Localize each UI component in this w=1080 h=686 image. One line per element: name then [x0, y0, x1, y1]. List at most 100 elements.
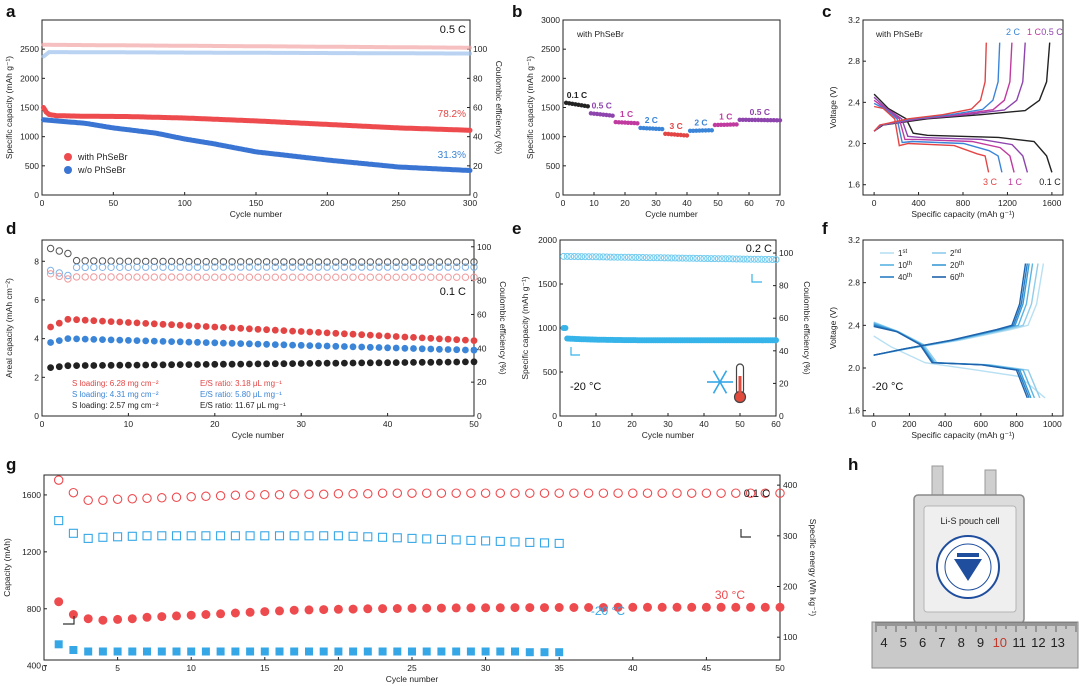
y2-tick-label: 0	[779, 411, 784, 421]
ce-point	[167, 273, 176, 281]
capacity-point-30c	[54, 597, 64, 607]
ce-point	[150, 257, 159, 266]
energy-point-minus20c	[245, 531, 255, 541]
energy-point-minus20c	[171, 531, 182, 541]
energy-point-30c	[407, 488, 417, 498]
ce-point	[444, 273, 452, 281]
capacity-point	[150, 320, 158, 328]
ce-point	[621, 253, 629, 261]
ce-point	[711, 255, 719, 263]
x-tick-label: 200	[320, 198, 334, 208]
panel-label: f	[822, 219, 828, 238]
capacity-point-30c	[378, 604, 388, 614]
snowflake-arm	[719, 381, 728, 394]
ce-point	[603, 253, 611, 261]
capacity-point	[392, 333, 400, 340]
ce-point	[280, 273, 288, 281]
temperature-label: -20 °C	[570, 381, 601, 393]
y2-tick-label: 0	[477, 411, 482, 421]
ce-point	[599, 253, 607, 261]
ce-point	[107, 263, 115, 271]
y-tick-label: 1200	[22, 547, 41, 557]
capacity-point	[116, 361, 124, 369]
capacity-point	[150, 361, 158, 369]
y-tick-label: 800	[27, 604, 41, 614]
ce-point	[383, 258, 392, 266]
y-tick-label: 2.4	[848, 320, 860, 330]
capacity-point	[375, 359, 383, 367]
ce-point	[563, 252, 571, 260]
y2-tick-label: 60	[473, 103, 483, 113]
capacity-point-minus20c	[496, 647, 505, 656]
energy-point-minus20c	[230, 531, 240, 541]
ce-point	[678, 254, 686, 262]
capacity-point-30c	[436, 603, 446, 613]
capacity-point	[194, 361, 201, 368]
capacity-point	[142, 320, 150, 327]
ce-point	[696, 254, 704, 262]
y2-axis-label: Coulombic efficiency (%)	[494, 61, 504, 155]
ce-point	[288, 258, 297, 266]
capacity-point	[211, 339, 219, 347]
ruler-number: 11	[1012, 635, 1026, 650]
energy-point-30c	[539, 488, 550, 498]
capacity-point	[289, 341, 296, 349]
y2-axis-label: Coulombic efficiency (%)	[802, 281, 812, 375]
capacity-point	[176, 321, 184, 329]
ce-point	[418, 258, 426, 266]
ce-point	[81, 273, 89, 281]
capacity-point-30c	[584, 603, 594, 612]
y-axis-label: Capacity (mAh)	[2, 538, 12, 597]
ce-point	[46, 266, 55, 275]
ce-point	[288, 273, 297, 281]
ce-point	[747, 255, 755, 263]
capacity-point	[64, 335, 72, 342]
snowflake-arm	[712, 381, 721, 394]
y2-axis-label: Specific energy (Wh kg⁻¹)	[808, 519, 818, 617]
ce-point	[124, 263, 133, 271]
energy-point-30c	[215, 491, 226, 501]
discharge-curve	[873, 102, 1003, 173]
ce-point	[686, 254, 694, 262]
capacity-point	[237, 360, 245, 368]
capacity-point-30c	[731, 602, 741, 612]
x-tick-label: 0	[558, 419, 563, 429]
capacity-point	[392, 344, 400, 352]
capacity-point	[773, 337, 779, 344]
ce-point	[133, 273, 141, 281]
capacity-point	[562, 325, 569, 331]
capacity-point	[366, 359, 374, 367]
x-tick-label: 60	[744, 198, 754, 208]
y-tick-label: 2500	[20, 44, 39, 54]
x-tick-label: 50	[713, 198, 723, 208]
ce-point	[707, 255, 715, 263]
y-tick-label: 2.8	[848, 278, 860, 288]
ce-point	[202, 258, 210, 266]
ce-point	[72, 263, 81, 272]
capacity-point-30c	[422, 603, 432, 613]
energy-point-30c	[157, 493, 167, 503]
capacity-point	[315, 329, 322, 336]
y2-tick-label: 80	[779, 281, 789, 291]
energy-point-minus20c	[392, 533, 402, 543]
snowflake-icon	[707, 370, 733, 394]
ce-point	[237, 258, 245, 266]
capacity-point	[332, 342, 340, 350]
ce-point	[453, 273, 461, 281]
rate-step-label: 0.5 C	[750, 107, 770, 117]
capacity-series-without-phsebr	[40, 117, 473, 173]
capacity-point-30c	[672, 602, 682, 612]
ce-point	[202, 273, 210, 281]
capacity-point	[306, 360, 314, 367]
capacity-point-minus20c	[246, 647, 255, 656]
capacity-point	[470, 358, 478, 366]
y2-tick-label: 20	[473, 161, 483, 171]
x-tick-label: 10	[186, 663, 196, 673]
y-tick-label: 2.0	[848, 363, 860, 373]
capacity-point-minus20c	[113, 647, 122, 656]
capacity-point	[263, 340, 270, 348]
ce-point	[628, 253, 636, 261]
capacity-point	[341, 343, 348, 350]
capacity-point	[228, 324, 236, 332]
panel-a: a0 50 100 150 200 250 300050010001500200025000…	[4, 2, 504, 219]
